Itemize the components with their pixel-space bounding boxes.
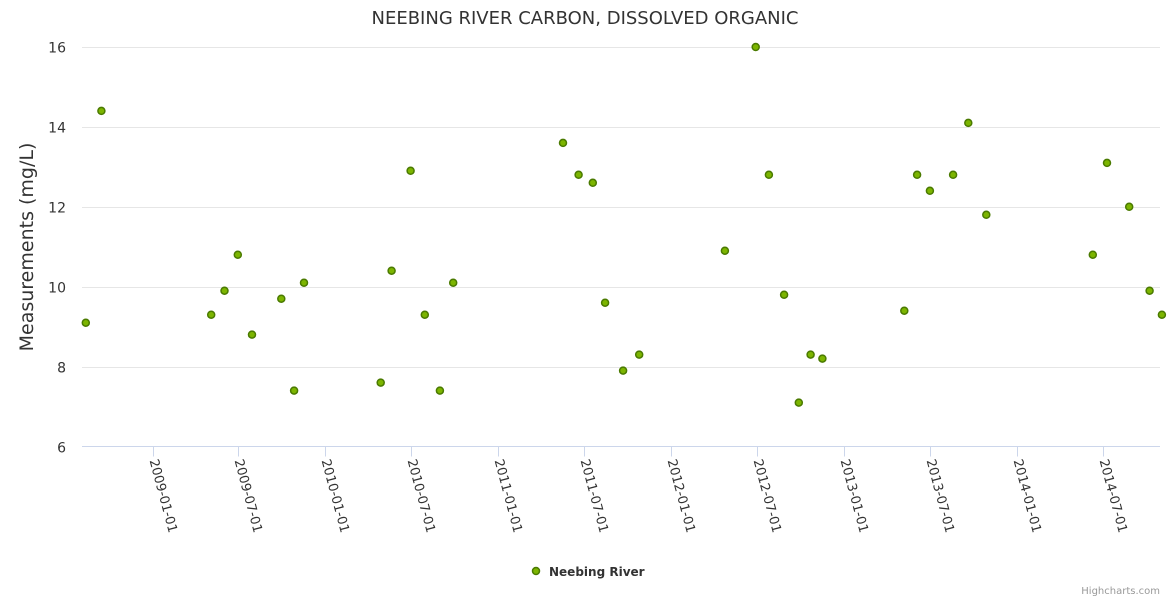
y-gridlines <box>82 47 1160 368</box>
data-point[interactable] <box>818 354 827 363</box>
data-point[interactable] <box>448 278 458 287</box>
data-point[interactable] <box>912 170 922 180</box>
legend-marker <box>531 566 541 576</box>
data-point[interactable] <box>247 330 257 339</box>
y-axis-label: Measurements (mg/L) <box>16 143 38 352</box>
data-point[interactable] <box>634 350 644 359</box>
legend[interactable]: Neebing River <box>531 565 645 579</box>
data-point[interactable] <box>277 294 286 303</box>
data-point[interactable] <box>764 170 774 180</box>
data-point[interactable] <box>964 118 973 128</box>
credits-link[interactable]: Highcharts.com <box>1081 586 1160 597</box>
data-point[interactable] <box>1157 310 1167 319</box>
data-point[interactable] <box>1088 250 1098 259</box>
y-tick-labels: 6 8 10 12 14 16 <box>48 41 66 457</box>
legend-item-neebing-river[interactable]: Neebing River <box>549 565 645 579</box>
data-point[interactable] <box>1102 158 1112 168</box>
data-point[interactable] <box>982 210 991 220</box>
data-point[interactable] <box>900 306 909 315</box>
y-tick-label: 8 <box>57 361 66 377</box>
y-tick-label: 12 <box>48 201 66 217</box>
data-point[interactable] <box>925 186 935 196</box>
data-point[interactable] <box>558 138 568 148</box>
data-point[interactable] <box>600 298 610 307</box>
data-point[interactable] <box>720 246 730 255</box>
series-neebing-river[interactable] <box>81 42 1167 407</box>
data-point[interactable] <box>233 250 243 259</box>
y-tick-label: 14 <box>48 121 66 137</box>
data-point[interactable] <box>1124 202 1134 212</box>
data-point[interactable] <box>289 386 299 395</box>
y-tick-label: 10 <box>48 281 66 297</box>
data-point[interactable] <box>1145 286 1154 295</box>
data-point[interactable] <box>299 278 309 287</box>
data-point[interactable] <box>574 170 583 180</box>
data-point[interactable] <box>618 366 628 375</box>
data-point[interactable] <box>81 318 91 327</box>
data-point[interactable] <box>779 290 789 299</box>
data-point[interactable] <box>794 398 804 407</box>
data-point[interactable] <box>97 106 106 116</box>
data-point[interactable] <box>376 378 385 387</box>
y-tick-label: 6 <box>57 441 66 457</box>
y-tick-label: 16 <box>48 41 66 57</box>
data-point[interactable] <box>406 166 415 176</box>
data-point[interactable] <box>387 266 396 275</box>
data-point[interactable] <box>435 386 445 395</box>
chart-title: NEEBING RIVER CARBON, DISSOLVED ORGANIC <box>371 8 798 29</box>
data-point[interactable] <box>948 170 958 180</box>
data-point[interactable] <box>420 310 430 319</box>
data-point[interactable] <box>220 286 229 295</box>
data-point[interactable] <box>206 310 216 319</box>
data-point[interactable] <box>806 350 815 359</box>
data-point[interactable] <box>588 178 598 188</box>
data-point[interactable] <box>751 42 760 52</box>
